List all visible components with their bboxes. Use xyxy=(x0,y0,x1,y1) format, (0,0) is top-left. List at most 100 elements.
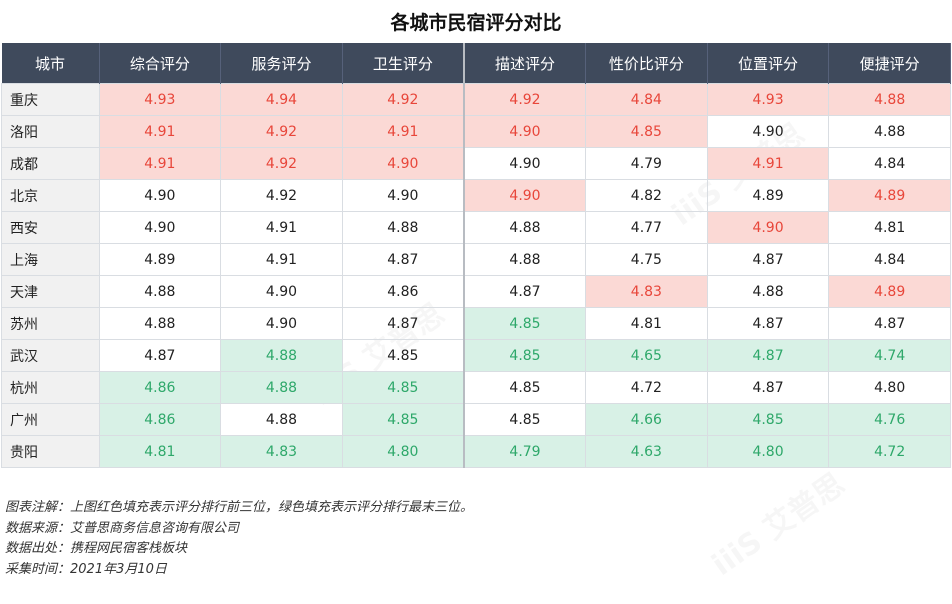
score-cell: 4.90 xyxy=(462,179,587,212)
city-cell: 杭州 xyxy=(1,371,100,404)
score-cell: 4.91 xyxy=(341,115,465,148)
score-cell: 4.87 xyxy=(828,307,951,340)
header-row: 城市 综合评分 服务评分 卫生评分 描述评分 性价比评分 位置评分 便捷评分 xyxy=(1,43,951,84)
column-header: 便捷评分 xyxy=(828,43,951,84)
score-cell: 4.85 xyxy=(341,339,465,372)
score-cell: 4.80 xyxy=(706,435,830,468)
table-row: 苏州 4.88 4.90 4.87 4.85 4.81 4.87 4.87 xyxy=(1,307,951,340)
score-cell: 4.66 xyxy=(585,403,708,436)
score-cell: 4.82 xyxy=(585,179,708,212)
city-cell: 西安 xyxy=(1,211,100,244)
score-cell: 4.81 xyxy=(828,211,951,244)
score-cell: 4.85 xyxy=(462,403,587,436)
note-date: 采集时间：2021年3月10日 xyxy=(5,561,167,577)
score-cell: 4.90 xyxy=(341,147,465,180)
score-cell: 4.90 xyxy=(462,115,587,148)
city-cell: 贵阳 xyxy=(1,435,100,468)
score-cell: 4.79 xyxy=(462,435,587,468)
score-cell: 4.84 xyxy=(585,83,708,116)
city-cell: 上海 xyxy=(1,243,100,276)
score-cell: 4.92 xyxy=(462,83,587,116)
notes: 图表注解：上图红色填充表示评分排行前三位，绿色填充表示评分排行最末三位。 数据来… xyxy=(5,498,473,580)
score-cell: 4.88 xyxy=(462,211,587,244)
score-cell: 4.85 xyxy=(585,115,708,148)
score-cell: 4.90 xyxy=(341,179,465,212)
table-row: 洛阳 4.91 4.92 4.91 4.90 4.85 4.90 4.88 xyxy=(1,115,951,148)
city-cell: 洛阳 xyxy=(1,115,100,148)
table-row: 重庆 4.93 4.94 4.92 4.92 4.84 4.93 4.88 xyxy=(1,83,951,116)
score-cell: 4.91 xyxy=(98,147,222,180)
score-cell: 4.89 xyxy=(706,179,830,212)
score-cell: 4.87 xyxy=(341,307,465,340)
score-cell: 4.80 xyxy=(341,435,465,468)
score-cell: 4.88 xyxy=(828,115,951,148)
score-cell: 4.88 xyxy=(341,211,465,244)
score-cell: 4.88 xyxy=(462,243,587,276)
table-row: 广州 4.86 4.88 4.85 4.85 4.66 4.85 4.76 xyxy=(1,403,951,436)
column-header: 城市 xyxy=(1,43,100,84)
score-cell: 4.86 xyxy=(98,403,222,436)
note-source: 数据来源：艾普思商务信息咨询有限公司 xyxy=(5,520,240,536)
score-cell: 4.94 xyxy=(220,83,343,116)
score-cell: 4.72 xyxy=(585,371,708,404)
city-cell: 武汉 xyxy=(1,339,100,372)
score-cell: 4.87 xyxy=(706,243,830,276)
score-cell: 4.88 xyxy=(220,403,343,436)
score-cell: 4.75 xyxy=(585,243,708,276)
table-row: 天津 4.88 4.90 4.86 4.87 4.83 4.88 4.89 xyxy=(1,275,951,308)
score-cell: 4.91 xyxy=(220,211,343,244)
table-row: 贵阳 4.81 4.83 4.80 4.79 4.63 4.80 4.72 xyxy=(1,435,951,468)
score-cell: 4.90 xyxy=(98,211,222,244)
city-cell: 天津 xyxy=(1,275,100,308)
column-header: 性价比评分 xyxy=(585,43,708,84)
score-cell: 4.87 xyxy=(98,339,222,372)
score-cell: 4.88 xyxy=(98,275,222,308)
score-cell: 4.86 xyxy=(341,275,465,308)
score-cell: 4.84 xyxy=(828,243,951,276)
score-cell: 4.88 xyxy=(220,371,343,404)
column-header: 综合评分 xyxy=(99,43,222,84)
score-cell: 4.79 xyxy=(585,147,708,180)
score-cell: 4.87 xyxy=(462,275,587,308)
chart-title: 各城市民宿评分对比 xyxy=(390,12,562,34)
score-cell: 4.80 xyxy=(828,371,951,404)
score-cell: 4.85 xyxy=(462,307,587,340)
score-cell: 4.63 xyxy=(585,435,708,468)
score-cell: 4.81 xyxy=(585,307,708,340)
score-cell: 4.81 xyxy=(98,435,222,468)
table-row: 杭州 4.86 4.88 4.85 4.85 4.72 4.87 4.80 xyxy=(1,371,951,404)
score-cell: 4.92 xyxy=(220,147,343,180)
note-origin: 数据出处：携程网民宿客栈板块 xyxy=(5,541,188,556)
city-cell: 重庆 xyxy=(1,83,100,116)
score-cell: 4.77 xyxy=(585,211,708,244)
table-row: 上海 4.89 4.91 4.87 4.88 4.75 4.87 4.84 xyxy=(1,243,951,276)
score-cell: 4.85 xyxy=(341,371,465,404)
column-header: 卫生评分 xyxy=(342,43,465,84)
score-cell: 4.89 xyxy=(828,275,951,308)
score-cell: 4.87 xyxy=(341,243,465,276)
score-cell: 4.65 xyxy=(585,339,708,372)
score-cell: 4.89 xyxy=(828,179,951,212)
score-cell: 4.83 xyxy=(220,435,343,468)
score-cell: 4.85 xyxy=(462,371,587,404)
score-cell: 4.87 xyxy=(706,307,830,340)
column-header: 服务评分 xyxy=(220,43,343,84)
score-cell: 4.93 xyxy=(98,83,222,116)
watermark: iiiS 艾普思 xyxy=(701,460,851,584)
score-cell: 4.90 xyxy=(220,307,343,340)
score-cell: 4.90 xyxy=(98,179,222,212)
score-cell: 4.84 xyxy=(828,147,951,180)
score-cell: 4.83 xyxy=(585,275,708,308)
score-cell: 4.72 xyxy=(828,435,951,468)
table-row: 北京 4.90 4.92 4.90 4.90 4.82 4.89 4.89 xyxy=(1,179,951,212)
city-cell: 成都 xyxy=(1,147,100,180)
score-cell: 4.88 xyxy=(220,339,343,372)
score-cell: 4.85 xyxy=(462,339,587,372)
column-header: 位置评分 xyxy=(707,43,830,84)
score-cell: 4.91 xyxy=(220,243,343,276)
score-cell: 4.88 xyxy=(706,275,830,308)
city-cell: 北京 xyxy=(1,179,100,212)
score-cell: 4.74 xyxy=(828,339,951,372)
score-cell: 4.86 xyxy=(98,371,222,404)
score-cell: 4.90 xyxy=(706,211,830,244)
